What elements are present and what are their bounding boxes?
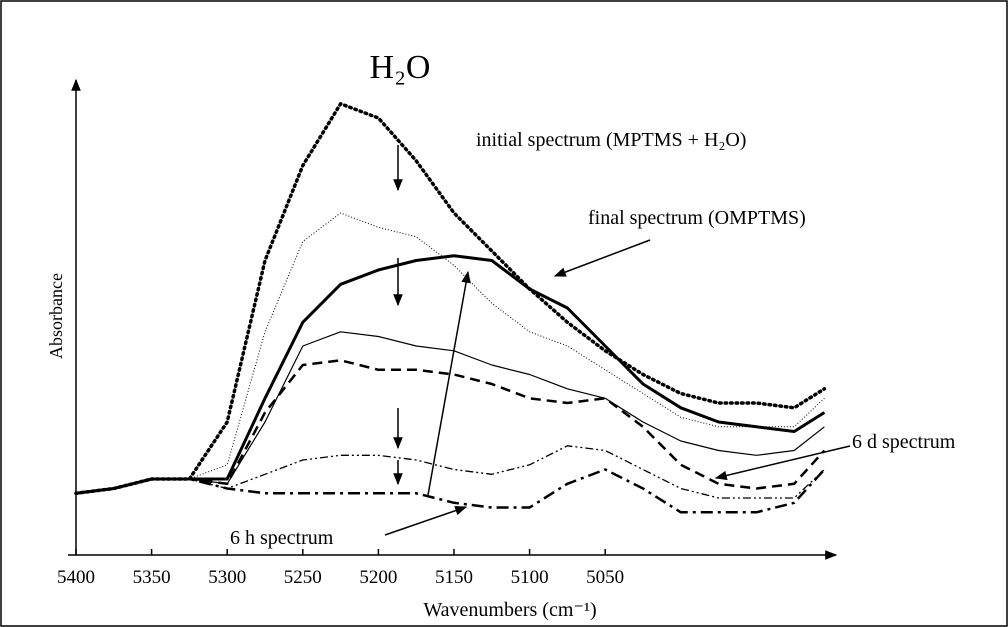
annotation: final spectrum (OMPTMS)	[588, 207, 806, 229]
arrow	[553, 239, 651, 277]
annotation: H₂O	[370, 49, 431, 86]
x-tick-label: 5350	[133, 567, 171, 588]
spectrum-line	[75, 468, 826, 514]
spectrum-line	[75, 254, 826, 495]
x-tick-label: 5150	[435, 567, 473, 588]
x-tick-label: 5400	[57, 567, 95, 588]
spectrum-line	[75, 331, 825, 494]
arrow	[384, 505, 468, 536]
x-tick-label: 5100	[511, 567, 549, 588]
spectrum-line	[75, 359, 826, 495]
spectrum-line	[74, 102, 827, 496]
spectrum-line	[75, 445, 825, 499]
x-axis-label: Wavenumbers (cm⁻¹)	[423, 599, 596, 621]
annotation: 6 d spectrum	[852, 431, 956, 453]
x-tick-label: 5250	[284, 567, 322, 588]
x-tick-label: 5200	[359, 567, 397, 588]
arrow	[714, 445, 851, 481]
x-tick-label: 5300	[208, 567, 246, 588]
annotation: initial spectrum (MPTMS + H₂O)	[476, 129, 746, 151]
annotation: 6 h spectrum	[230, 527, 334, 549]
y-axis-label: Absorbance	[46, 273, 66, 359]
arrow	[427, 270, 471, 496]
annotation-arrows	[384, 145, 851, 536]
x-tick-label: 5050	[586, 567, 624, 588]
